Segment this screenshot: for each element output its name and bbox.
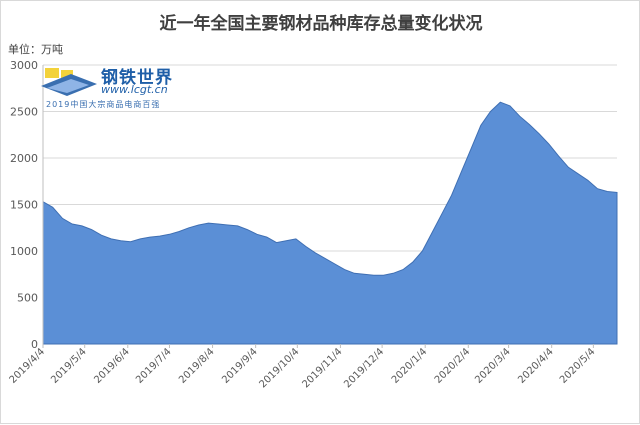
x-tick-label: 2019/6/4 (92, 346, 132, 386)
x-tick-label: 2020/3/4 (473, 346, 513, 386)
x-tick-label: 2019/7/4 (134, 346, 174, 386)
y-tick-label: 3000 (10, 59, 38, 72)
x-tick-label: 2019/10/4 (257, 346, 301, 390)
chart-title: 近一年全国主要钢材品种库存总量变化状况 (159, 14, 483, 34)
y-tick-label: 1500 (10, 199, 38, 212)
x-tick-label: 2020/2/4 (433, 346, 473, 386)
watermark-name: 钢铁世界 (101, 68, 173, 88)
x-tick-label: 2019/4/4 (8, 346, 48, 386)
y-tick-label: 0 (31, 338, 38, 351)
x-tick-label: 2019/12/4 (342, 346, 386, 390)
x-tick-label: 2020/1/4 (390, 346, 430, 386)
watermark-tagline: 2019中国大宗商品电商百强 (46, 100, 161, 109)
x-tick-label: 2020/4/4 (516, 346, 556, 386)
x-tick-label: 2020/5/4 (558, 346, 598, 386)
logo-mark-icon (41, 68, 97, 96)
y-tick-label: 500 (17, 292, 38, 305)
y-tick-label: 2500 (10, 106, 38, 119)
x-tick-label: 2019/8/4 (177, 346, 217, 386)
unit-label: 单位：万吨 (8, 43, 63, 56)
y-tick-label: 2000 (10, 152, 38, 165)
y-tick-label: 1000 (10, 245, 38, 258)
watermark-logo: 钢铁世界 www.lcgt.cn 2019中国大宗商品电商百强 (41, 63, 191, 113)
area-series (42, 101, 618, 345)
x-tick-label: 2019/11/4 (301, 346, 345, 390)
watermark-url: www.lcgt.cn (101, 83, 168, 96)
x-tick-label: 2019/5/4 (49, 346, 89, 386)
x-tick-label: 2019/9/4 (220, 346, 260, 386)
